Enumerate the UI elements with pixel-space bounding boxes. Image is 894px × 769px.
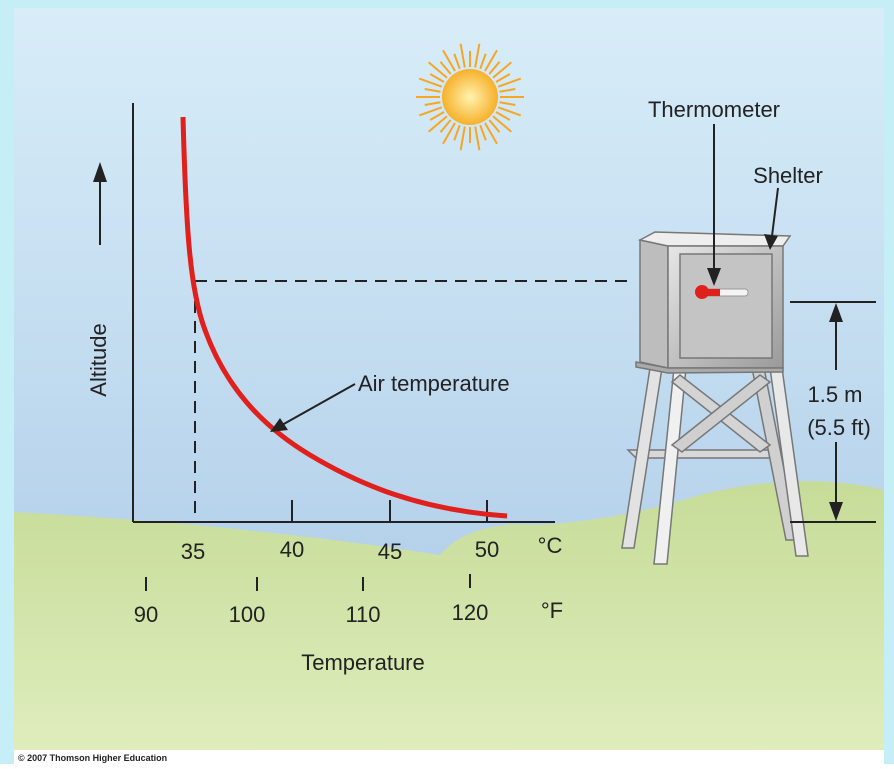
c-tick: 40 [280,537,304,562]
c-tick: 50 [475,537,499,562]
f-unit: °F [541,598,563,623]
height-ft: (5.5 ft) [807,415,871,440]
diagram: © 2007 Thomson Higher Education Altitude… [0,0,894,764]
thermometer-bulb [695,285,709,299]
thermometer-label: Thermometer [648,97,780,122]
height-m: 1.5 m [807,382,862,407]
altitude-label: Altitude [86,323,111,396]
temperature-label: Temperature [301,650,425,675]
c-unit: °C [538,533,563,558]
f-tick: 120 [452,600,489,625]
c-tick: 35 [181,539,205,564]
f-tick: 110 [345,602,380,627]
f-tick: 90 [134,602,158,627]
curve-label: Air temperature [358,371,510,396]
c-tick: 45 [378,539,402,564]
shelter-label: Shelter [753,163,823,188]
f-tick: 100 [229,602,266,627]
credit: © 2007 Thomson Higher Education [18,753,167,763]
